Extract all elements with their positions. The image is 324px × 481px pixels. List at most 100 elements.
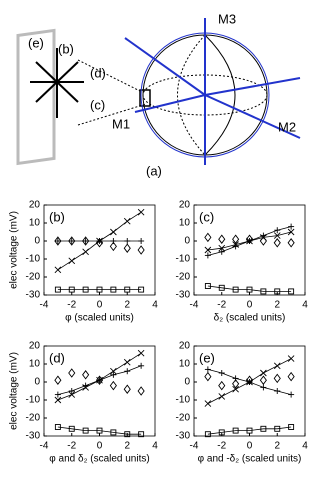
y-tick-label: 10 <box>179 218 191 229</box>
x-tick-label: -2 <box>67 300 76 311</box>
marker-part <box>110 286 117 293</box>
marker-part <box>95 375 104 385</box>
x-tick-label: 0 <box>97 441 103 452</box>
point <box>218 284 225 291</box>
point <box>287 228 295 236</box>
point <box>68 388 75 394</box>
point <box>82 370 90 380</box>
x-tick-label: 0 <box>247 300 253 311</box>
x-tick-label: -4 <box>190 441 199 452</box>
point <box>110 429 117 436</box>
point <box>246 427 253 434</box>
point <box>95 375 104 385</box>
point <box>68 238 75 244</box>
point <box>204 400 212 407</box>
point <box>123 384 131 394</box>
point <box>204 283 211 289</box>
y-tick-label: -10 <box>176 254 191 265</box>
marker-part <box>260 369 267 377</box>
point <box>123 358 131 366</box>
marker-part <box>287 238 295 248</box>
y-tick-label: 0 <box>34 377 40 388</box>
point <box>96 286 103 293</box>
marker-part <box>259 236 267 246</box>
point <box>138 431 145 438</box>
point <box>82 382 89 389</box>
y-tick-label: -10 <box>176 395 191 406</box>
axis-label: M3 <box>218 11 236 26</box>
x-tick-label: 2 <box>274 441 280 452</box>
meridian <box>204 34 236 156</box>
y-tick-label: 20 <box>29 341 41 352</box>
marker-part <box>137 208 145 216</box>
marker-part <box>287 355 295 362</box>
marker-part <box>123 358 131 366</box>
x-tick-label: 2 <box>124 441 130 452</box>
x-tick-label: -4 <box>40 441 49 452</box>
point <box>124 286 131 293</box>
panel-label: (d) <box>49 350 65 365</box>
panel-label: (e) <box>199 350 215 365</box>
y-axis-label: elec voltage (mV) <box>9 211 20 289</box>
marker-part <box>232 286 239 293</box>
x-tick-label: 2 <box>274 300 280 311</box>
point <box>260 369 267 377</box>
marker-part <box>109 380 117 391</box>
axis-label: M1 <box>112 116 130 131</box>
y-tick-label: -30 <box>26 431 41 442</box>
y-tick-label: 10 <box>29 359 41 370</box>
point <box>273 373 281 384</box>
marker-part <box>232 234 240 244</box>
point <box>68 236 76 246</box>
point <box>218 393 226 400</box>
marker-part <box>68 425 75 432</box>
x-tick-label: 2 <box>124 300 130 311</box>
point <box>54 266 62 274</box>
marker-part <box>288 424 295 430</box>
point <box>68 286 75 293</box>
marker-part <box>68 391 76 398</box>
point <box>204 232 212 243</box>
x-tick-label: 0 <box>97 300 103 311</box>
point <box>54 286 61 293</box>
y-tick-label: -30 <box>176 431 191 442</box>
point <box>109 241 117 252</box>
point <box>274 388 281 394</box>
fit-line <box>207 426 292 435</box>
y-tick-label: 0 <box>34 236 40 247</box>
point <box>218 244 226 252</box>
marker-part <box>218 393 226 400</box>
marker-part <box>274 425 281 432</box>
point <box>274 288 281 295</box>
x-tick-label: 4 <box>152 441 158 452</box>
marker-part <box>273 373 281 384</box>
y-tick-label: 20 <box>179 200 191 211</box>
x-axis-label: φ (scaled units) <box>65 313 134 324</box>
x-tick-label: -2 <box>67 441 76 452</box>
point <box>109 380 117 391</box>
marker-part <box>137 245 145 255</box>
point <box>246 286 253 293</box>
marker-part <box>110 367 117 375</box>
point <box>123 243 131 253</box>
axes <box>124 18 301 165</box>
y-tick-label: 20 <box>179 341 191 352</box>
marker-part <box>124 286 131 293</box>
y-tick-label: -20 <box>26 272 41 283</box>
marker-part <box>246 286 253 293</box>
marker-part <box>204 246 212 254</box>
y-tick-label: -20 <box>176 272 191 283</box>
point <box>204 366 211 373</box>
marker-part <box>232 385 239 393</box>
point <box>287 238 295 248</box>
x-tick-label: 4 <box>302 300 308 311</box>
y-tick-label: -20 <box>26 413 41 424</box>
marker-part <box>54 424 61 430</box>
point <box>96 427 103 434</box>
point <box>218 248 225 255</box>
marker-part <box>82 248 89 256</box>
caption: (a) <box>146 163 162 178</box>
marker-part <box>110 429 117 436</box>
point <box>245 375 254 385</box>
point <box>245 234 254 244</box>
